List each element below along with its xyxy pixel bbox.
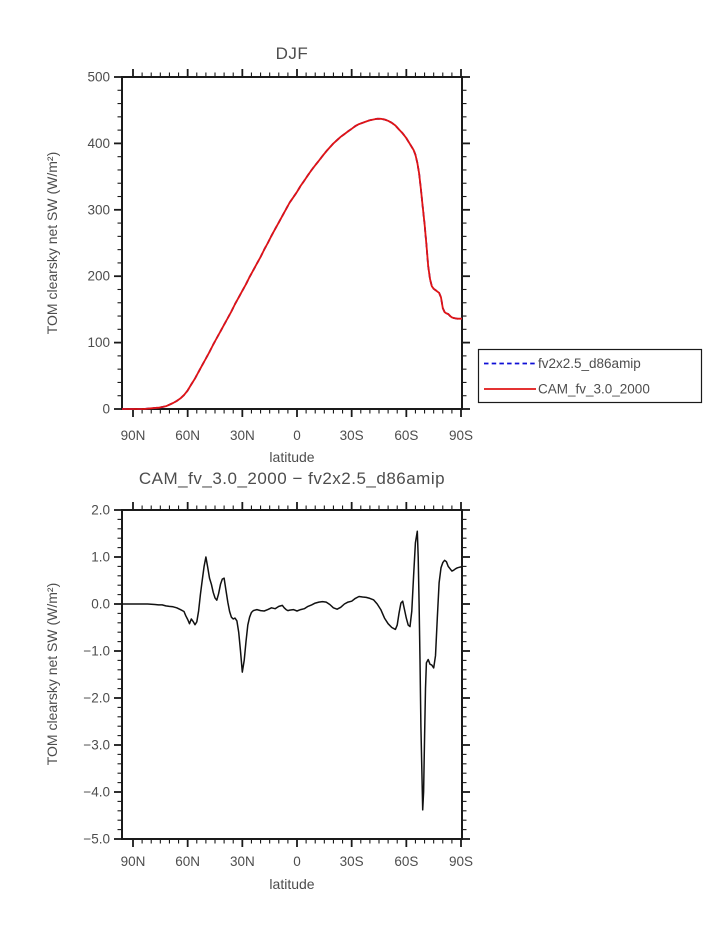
y-tick-label: −4.0 [83,785,110,800]
x-tick-label: 90S [449,854,473,869]
x-tick-label: 90N [121,854,146,869]
top-panel-plot-area: 90N 60N 30N 0 30S 60S 90S 0 100 200 300 400 500 [87,69,473,443]
y-tick-label: 2.0 [91,503,110,518]
y-tick-label: −5.0 [83,832,110,847]
x-tick-label: 60S [394,854,418,869]
x-tick-label: 90N [121,428,146,443]
legend-samples [484,362,536,390]
x-tick-label: 30N [230,854,255,869]
bottom-panel-plot-area: 90N 60N 30N 0 30S 60S 90S 2.0 1.0 0.0 −1.0 −2.0 −3.0… [83,502,473,869]
legend-label-fv2x2-5-d86amip: fv2x2.5_d86amip [538,356,641,371]
legend: fv2x2.5_d86amip CAM_fv_3.0_2000 [477,348,703,404]
x-tick-label: 0 [293,854,301,869]
top-panel-title: DJF [276,44,309,63]
x-tick-label: 30S [340,428,364,443]
x-tick-label: 0 [293,428,301,443]
legend-label-cam-fv-3-0-2000: CAM_fv_3.0_2000 [538,382,650,397]
x-tick-label: 60N [175,854,200,869]
y-tick-label: 100 [87,335,110,350]
y-tick-label: 400 [87,136,110,151]
bottom-panel-y-axis-label: TOM clearsky net SW (W/m²) [44,583,60,766]
top-panel-y-axis-label: TOM clearsky net SW (W/m²) [44,152,60,335]
x-tick-label: 60S [394,428,418,443]
y-tick-label: −1.0 [83,644,110,659]
y-tick-label: 500 [87,70,110,85]
x-tick-label: 30S [340,854,364,869]
y-tick-label: −3.0 [83,738,110,753]
plot-frame [121,509,463,840]
y-tick-label: 200 [87,269,110,284]
y-tick-label: 0.0 [91,597,110,612]
top-panel: DJF 90N 60N 30N 0 30S 60S 90S0100200300400500 … [44,44,703,465]
plot-frame [121,76,463,410]
series-line-difference [122,530,462,811]
legend-box [477,348,703,404]
bottom-panel-title: CAM_fv_3.0_2000 − fv2x2.5_d86amip [139,469,445,488]
y-tick-label: 0 [102,402,110,417]
x-tick-label: 60N [175,428,200,443]
top-panel-x-axis-label: latitude [269,449,314,465]
x-tick-label: 30N [230,428,255,443]
series-line-fv2x2.5_d86amip [122,117,462,410]
y-tick-label: −2.0 [83,691,110,706]
y-tick-label: 300 [87,202,110,217]
series-line-CAM_fv_3.0_2000 [122,117,462,410]
bottom-panel-x-axis-label: latitude [269,876,314,892]
x-tick-label: 90S [449,428,473,443]
y-tick-label: 1.0 [91,550,110,565]
bottom-panel: CAM_fv_3.0_2000 − fv2x2.5_d86amip 90N 60N… [44,469,473,892]
